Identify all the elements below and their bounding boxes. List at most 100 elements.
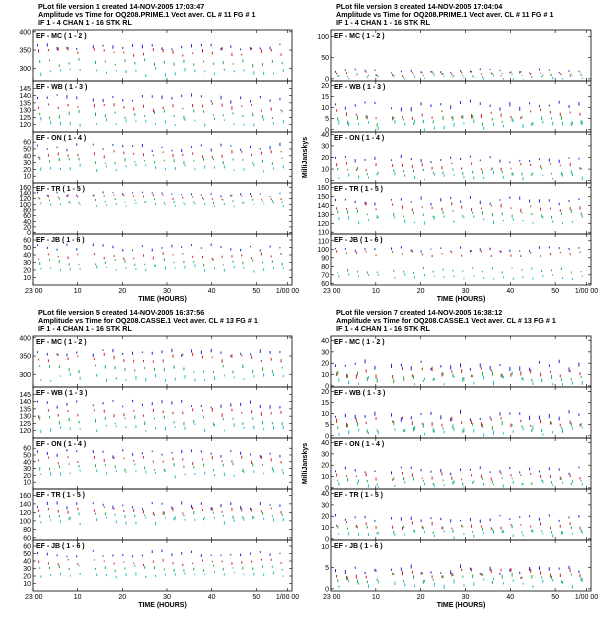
- x-tick-label: 30: [163, 594, 171, 601]
- chart-header-line: Amplitude vs Time for OQ208.PRIME.1 Vect…: [38, 10, 255, 19]
- y-tick-label: 120: [19, 122, 31, 129]
- y-tick-label: 20: [23, 167, 31, 174]
- chart-1: PLot file version 1 created 14-NOV-2005 …: [19, 2, 299, 303]
- panel-frame: [330, 539, 592, 592]
- x-tick-label: 40: [208, 594, 216, 601]
- panel-frame: [32, 539, 293, 592]
- y-tick-label: 80: [23, 207, 31, 214]
- y-tick-label: 50: [23, 147, 31, 154]
- y-tick-label: 110: [318, 230, 329, 237]
- x-tick-label: 1/00 00: [276, 594, 299, 601]
- y-tick-label: 40: [23, 253, 31, 260]
- y-tick-label: 0: [325, 536, 329, 543]
- panel-4: 110 120 130 140 150 160 EF - TR ( 1 - 5 ): [317, 182, 592, 237]
- panel-frame: [32, 233, 293, 286]
- y-tick-label: 60: [23, 535, 31, 542]
- chart-header-line: Amplitude vs Time for OQ208.CASSE.1 Vect…: [38, 316, 258, 325]
- y-tick-label: 50: [23, 551, 31, 558]
- chart-header-line: IF 1 - 4 CHAN 1 - 16 STK RL: [38, 324, 132, 333]
- baseline-label: EF - JB ( 1 - 6 ): [36, 543, 85, 550]
- y-tick-label: 40: [321, 338, 329, 345]
- x-tick-label: 30: [163, 288, 171, 295]
- y-tick-label: 30: [23, 160, 31, 167]
- y-tick-label: 90: [321, 255, 329, 262]
- y-tick-label: 140: [19, 93, 31, 100]
- y-tick-label: 60: [23, 544, 31, 551]
- y-tick-label: 140: [317, 203, 329, 210]
- y-tick-label: 40: [321, 132, 329, 139]
- y-tick-label: 10: [23, 581, 31, 588]
- y-tick-label: 10: [321, 167, 329, 174]
- y-tick-label: 40: [23, 219, 31, 226]
- chart-2: PLot file version 3 created 14-NOV-2005 …: [302, 2, 598, 303]
- chart-header-line: IF 1 - 4 CHAN 1 - 16 STK RL: [336, 324, 430, 333]
- x-axis-title: TIME (HOURS): [437, 296, 486, 303]
- x-tick-label: 40: [208, 288, 216, 295]
- y-tick-label: 15: [321, 400, 329, 407]
- chart-header-line: PLot file version 3 created 14-NOV-2005 …: [336, 2, 502, 11]
- y-tick-label: 10: [23, 480, 31, 487]
- chart-header-line: PLot file version 5 created 14-NOV-2005 …: [38, 308, 204, 317]
- y-tick-label: 160: [19, 185, 31, 192]
- baseline-label: EF - MC ( 1 - 2 ): [334, 33, 385, 40]
- x-tick-label: 50: [252, 288, 260, 295]
- x-tick-label: 1/00 00: [575, 288, 598, 295]
- y-tick-label: 300: [19, 372, 31, 379]
- y-tick-label: 150: [317, 194, 329, 201]
- x-tick-label: 10: [372, 288, 380, 295]
- panel-3: 0 10 20 30 40 EF - ON ( 1 - 4 ): [321, 131, 592, 185]
- x-tick-label: 23 00: [25, 594, 43, 601]
- chart-header-line: IF 1 - 4 CHAN 1 - 16 STK RL: [336, 18, 430, 27]
- x-tick-label: 10: [372, 594, 380, 601]
- y-tick-label: 135: [19, 406, 31, 413]
- y-tick-label: 30: [321, 502, 329, 509]
- y-tick-label: 40: [23, 559, 31, 566]
- y-tick-label: 100: [19, 518, 31, 525]
- y-tick-label: 60: [23, 238, 31, 245]
- y-tick-label: 120: [19, 510, 31, 517]
- panel-2: 0 5 10 15 20 EF - WB ( 1 - 3 ): [321, 386, 592, 440]
- y-tick-label: 50: [321, 55, 329, 62]
- y-tick-label: 10: [321, 544, 329, 551]
- y-tick-label: 0: [325, 178, 329, 185]
- y-tick-label: 130: [317, 212, 329, 219]
- y-tick-label: 110: [318, 238, 329, 245]
- y-tick-label: 10: [23, 174, 31, 181]
- baseline-label: EF - JB ( 1 - 6 ): [334, 543, 383, 550]
- chart-4: PLot file version 7 created 14-NOV-2005 …: [302, 308, 598, 609]
- baseline-label: EF - ON ( 1 - 4 ): [334, 441, 384, 448]
- y-tick-label: 5: [325, 116, 329, 123]
- x-tick-label: 40: [506, 594, 514, 601]
- x-axis-title: TIME (HOURS): [437, 602, 486, 609]
- x-tick-label: 30: [462, 594, 470, 601]
- x-tick-label: 10: [74, 594, 82, 601]
- baseline-label: EF - ON ( 1 - 4 ): [334, 135, 384, 142]
- y-axis-title: MilliJanskys: [302, 137, 309, 178]
- baseline-label: EF - JB ( 1 - 6 ): [36, 237, 85, 244]
- y-tick-label: 160: [19, 493, 31, 500]
- y-tick-label: 40: [23, 459, 31, 466]
- x-axis-title: TIME (HOURS): [138, 602, 187, 609]
- chart-header-line: PLot file version 7 created 14-NOV-2005 …: [336, 308, 502, 317]
- y-tick-label: 10: [321, 372, 329, 379]
- y-tick-label: 120: [317, 221, 329, 228]
- x-tick-label: 23 00: [25, 288, 43, 295]
- y-tick-label: 10: [321, 474, 329, 481]
- y-tick-label: 350: [19, 354, 31, 361]
- baseline-label: EF - WB ( 1 - 3 ): [334, 84, 385, 91]
- y-tick-label: 60: [23, 140, 31, 147]
- y-tick-label: 60: [321, 281, 329, 288]
- y-tick-label: 20: [23, 268, 31, 275]
- panel-4: 0 10 20 30 40 EF - TR ( 1 - 5 ): [321, 488, 592, 543]
- baseline-label: EF - WB ( 1 - 3 ): [334, 390, 385, 397]
- y-tick-label: 135: [19, 100, 31, 107]
- y-tick-label: 125: [19, 115, 31, 122]
